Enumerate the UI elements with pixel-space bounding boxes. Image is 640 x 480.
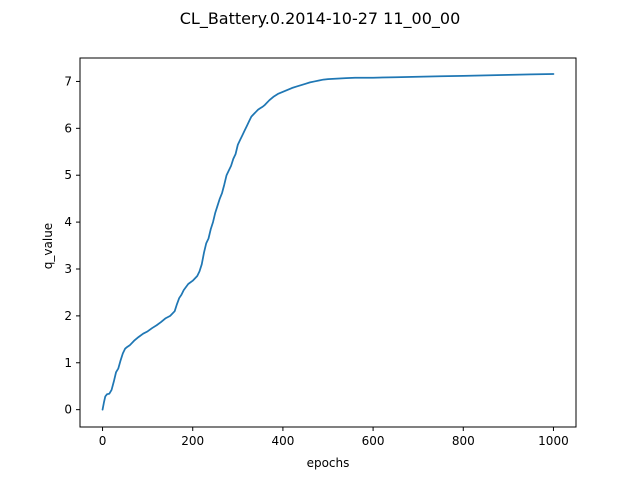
x-tick-label: 0 (99, 434, 107, 448)
x-axis-ticks: 0 200 400 600 800 1000 (99, 427, 569, 448)
plot-frame (79, 57, 577, 428)
y-tick-label: 5 (64, 168, 72, 182)
series-line (101, 73, 555, 411)
y-tick-label: 1 (64, 356, 72, 370)
y-tick-label: 2 (64, 309, 72, 323)
x-tick-label: 800 (452, 434, 475, 448)
y-axis-ticks: 0 1 2 3 4 5 6 7 (64, 74, 80, 417)
y-axis-label: q_value (41, 223, 55, 269)
x-tick-label: 1000 (538, 434, 569, 448)
x-tick-label: 400 (271, 434, 294, 448)
y-tick-label: 4 (64, 215, 72, 229)
chart-title: CL_Battery.0.2014-10-27 11_00_00 (180, 9, 461, 29)
y-tick-label: 7 (64, 74, 72, 88)
y-tick-label: 6 (64, 121, 72, 135)
x-tick-label: 600 (362, 434, 385, 448)
x-tick-label: 200 (181, 434, 204, 448)
plot-area: 0 200 400 600 800 1000 0 1 2 3 4 5 6 7 (64, 57, 577, 448)
x-axis-label: epochs (307, 456, 350, 470)
y-tick-label: 0 (64, 403, 72, 417)
y-tick-label: 3 (64, 262, 72, 276)
